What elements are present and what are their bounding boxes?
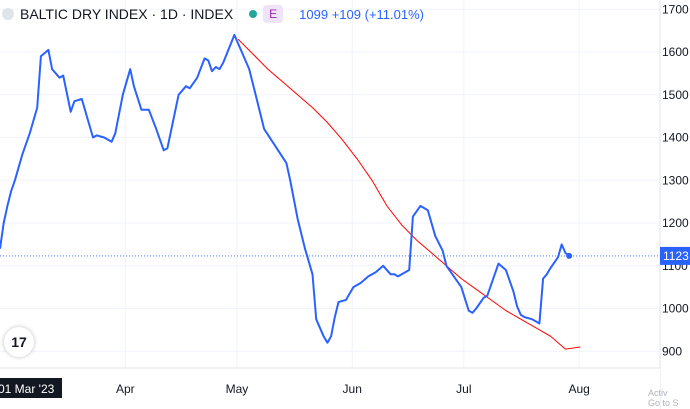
y-tick-label: 1000 [662,302,689,316]
price-change: +109 (+11.01%) [331,6,424,22]
x-axis: 01 Mar '23 Apr May Jun Jul Aug [0,367,660,409]
x-tick-label: Apr [116,382,135,396]
y-tick-label: 1200 [662,216,689,230]
activation-watermark: Activ Go to S [648,388,679,408]
x-tick-label-current: 01 Mar '23 [0,382,55,396]
x-tick-label: Jul [456,382,471,396]
chart-header: BALTIC DRY INDEX · 1D · INDEX E 1099 +10… [0,0,424,28]
y-tick-label: 1500 [662,88,689,102]
price-line [0,33,570,344]
chart-series [0,33,660,350]
tradingview-logo-icon[interactable]: 17 [4,327,34,357]
x-axis-panel[interactable] [0,368,660,409]
price-value: 1099 [299,6,329,22]
x-tick-current-bg [0,378,62,398]
last-value-tag [660,246,690,265]
y-tick-label: 1700 [662,2,689,16]
last-price: 1099 +109 (+11.01%) [299,7,424,22]
watermark-line-2: Go to S [648,398,679,408]
symbol-icon[interactable] [2,8,14,20]
x-tick-label: Jun [343,382,362,396]
earnings-badge[interactable]: E [263,5,284,23]
symbol-title[interactable]: BALTIC DRY INDEX · 1D · INDEX [20,6,234,22]
last-value-label: 1123 [663,249,689,263]
chart-grid [0,0,660,368]
y-axis-panel[interactable] [660,0,690,409]
y-tick-label: 1600 [662,45,689,59]
last-point-marker [566,252,573,259]
x-tick-label: Aug [568,382,589,396]
y-tick-label: 1400 [662,131,689,145]
market-status-icon [249,10,258,18]
x-tick-label: May [226,382,249,396]
y-tick-label: 1300 [662,173,689,187]
watermark-line-1: Activ [648,388,668,398]
y-tick-label: 900 [662,344,682,358]
moving-average-line [237,38,581,350]
